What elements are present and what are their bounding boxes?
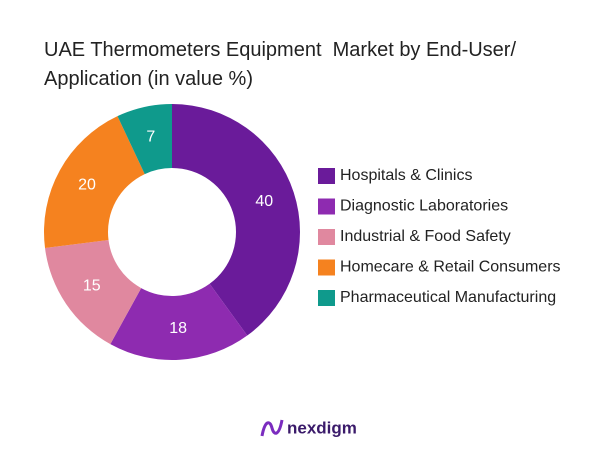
legend-label: Industrial & Food Safety <box>340 228 511 245</box>
brand: nexdigm <box>287 418 357 437</box>
donut-slice <box>117 104 172 175</box>
legend-label: Homecare & Retail Consumers <box>340 259 561 276</box>
data-label: 18 <box>169 320 187 337</box>
legend-label: Diagnostic Laboratories <box>340 198 508 215</box>
data-label: 20 <box>78 176 96 193</box>
legend-swatch <box>318 259 335 276</box>
legend-swatch <box>318 168 335 184</box>
legend-label: Pharmaceutical Manufacturing <box>340 289 556 306</box>
legend-swatch <box>318 229 335 245</box>
legend-swatch <box>318 198 335 215</box>
data-label: 15 <box>83 278 101 295</box>
donut-slice <box>45 240 142 345</box>
legend-swatch <box>318 290 335 306</box>
donut-slice <box>172 104 300 336</box>
data-label: 7 <box>146 129 155 146</box>
chart-title: UAE Thermometers Equipment Market by End… <box>44 39 521 90</box>
logo-icon <box>260 419 284 437</box>
data-label: 40 <box>255 193 273 210</box>
legend-label: Hospitals & Clinics <box>340 167 472 184</box>
donut-slice <box>110 283 248 360</box>
donut-slice <box>44 116 145 249</box>
